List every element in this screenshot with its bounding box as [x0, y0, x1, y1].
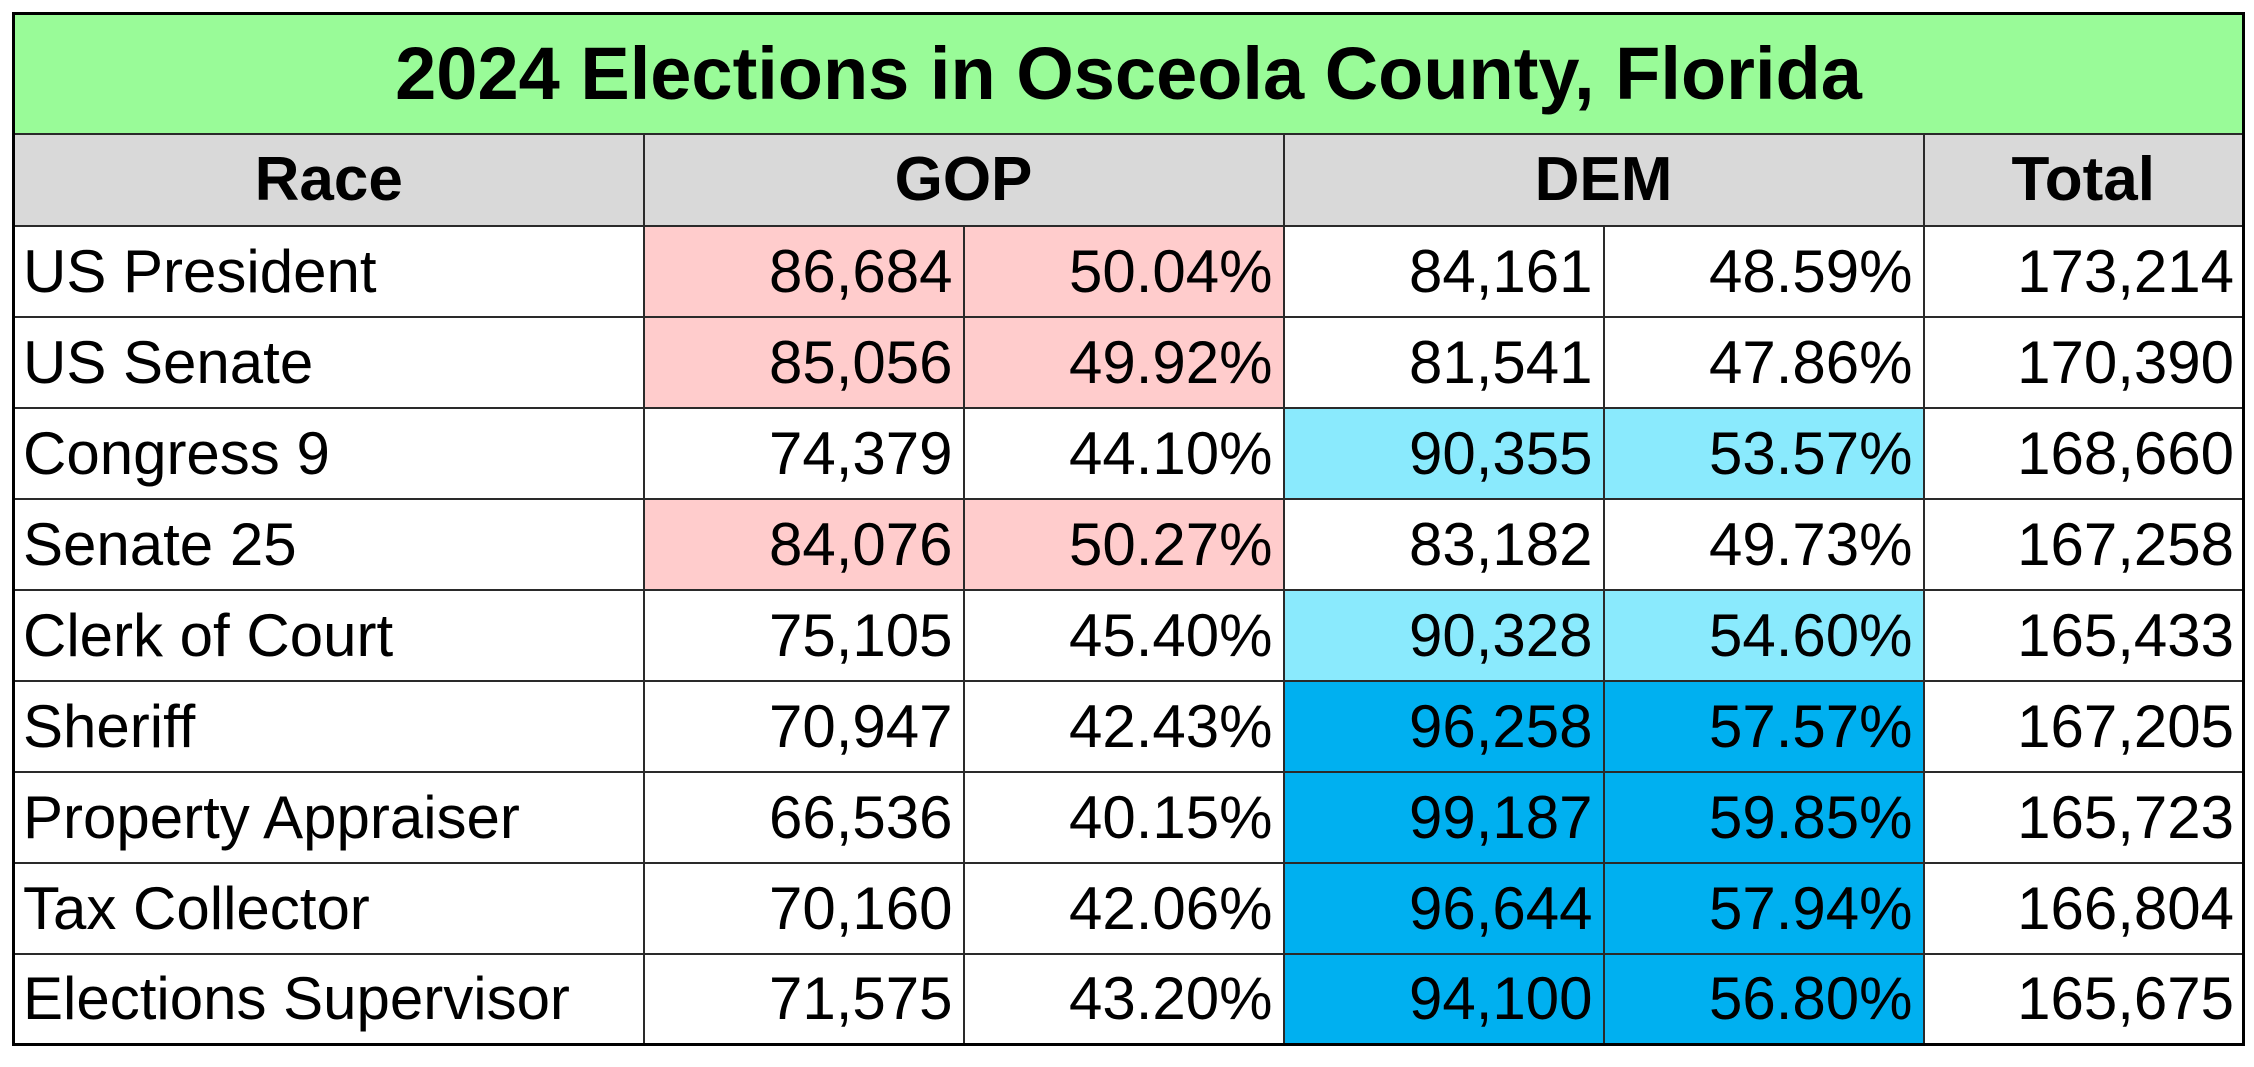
dem-votes-cell: 96,644: [1282, 861, 1605, 955]
table-row: US President 86,684 50.04% 84,161 48.59% 173,…: [12, 224, 2245, 318]
dem-pct-cell: 59.85%: [1602, 770, 1925, 864]
dem-pct-cell: 56.80%: [1602, 952, 1925, 1046]
race-cell: US Senate: [12, 315, 645, 409]
header-dem: DEM: [1282, 132, 1925, 227]
race-cell: Tax Collector: [12, 861, 645, 955]
race-cell: Congress 9: [12, 406, 645, 500]
table-row: Tax Collector 70,160 42.06% 96,644 57.94% 166…: [12, 861, 2245, 955]
gop-votes-cell: 85,056: [642, 315, 965, 409]
total-cell: 167,205: [1922, 679, 2245, 773]
dem-pct-cell: 49.73%: [1602, 497, 1925, 591]
table-row: Congress 9 74,379 44.10% 90,355 53.57% 168,66…: [12, 406, 2245, 500]
race-cell: Sheriff: [12, 679, 645, 773]
total-cell: 168,660: [1922, 406, 2245, 500]
dem-pct-cell: 47.86%: [1602, 315, 1925, 409]
dem-votes-cell: 83,182: [1282, 497, 1605, 591]
gop-votes-cell: 86,684: [642, 224, 965, 318]
gop-pct-cell: 42.43%: [962, 679, 1285, 773]
dem-pct-cell: 53.57%: [1602, 406, 1925, 500]
gop-votes-cell: 75,105: [642, 588, 965, 682]
gop-pct-cell: 50.04%: [962, 224, 1285, 318]
header-total: Total: [1922, 132, 2245, 227]
gop-pct-cell: 44.10%: [962, 406, 1285, 500]
table-row: Property Appraiser 66,536 40.15% 99,187 59.8…: [12, 770, 2245, 864]
gop-votes-cell: 66,536: [642, 770, 965, 864]
gop-pct-cell: 40.15%: [962, 770, 1285, 864]
gop-pct-cell: 43.20%: [962, 952, 1285, 1046]
gop-votes-cell: 70,947: [642, 679, 965, 773]
total-cell: 167,258: [1922, 497, 2245, 591]
total-cell: 165,433: [1922, 588, 2245, 682]
dem-votes-cell: 90,355: [1282, 406, 1605, 500]
header-gop: GOP: [642, 132, 1285, 227]
dem-pct-cell: 54.60%: [1602, 588, 1925, 682]
gop-votes-cell: 74,379: [642, 406, 965, 500]
gop-pct-cell: 50.27%: [962, 497, 1285, 591]
total-cell: 165,675: [1922, 952, 2245, 1046]
dem-votes-cell: 90,328: [1282, 588, 1605, 682]
dem-pct-cell: 48.59%: [1602, 224, 1925, 318]
race-cell: US President: [12, 224, 645, 318]
race-cell: Elections Supervisor: [12, 952, 645, 1046]
table-row: Senate 25 84,076 50.27% 83,182 49.73% 167,258: [12, 497, 2245, 591]
race-cell: Senate 25: [12, 497, 645, 591]
gop-pct-cell: 42.06%: [962, 861, 1285, 955]
gop-votes-cell: 71,575: [642, 952, 965, 1046]
header-row: Race GOP DEM Total: [12, 132, 2245, 227]
header-race: Race: [12, 132, 645, 227]
election-results-table: 2024 Elections in Osceola County, Florid…: [12, 12, 2246, 1046]
dem-votes-cell: 99,187: [1282, 770, 1605, 864]
total-cell: 170,390: [1922, 315, 2245, 409]
race-cell: Clerk of Court: [12, 588, 645, 682]
dem-votes-cell: 81,541: [1282, 315, 1605, 409]
table-title: 2024 Elections in Osceola County, Florid…: [12, 12, 2245, 135]
dem-votes-cell: 94,100: [1282, 952, 1605, 1046]
race-cell: Property Appraiser: [12, 770, 645, 864]
dem-pct-cell: 57.94%: [1602, 861, 1925, 955]
gop-votes-cell: 84,076: [642, 497, 965, 591]
table-row: Sheriff 70,947 42.43% 96,258 57.57% 167,205: [12, 679, 2245, 773]
dem-votes-cell: 96,258: [1282, 679, 1605, 773]
table-row: Clerk of Court 75,105 45.40% 90,328 54.60% 16…: [12, 588, 2245, 682]
table-row: US Senate 85,056 49.92% 81,541 47.86% 170,390: [12, 315, 2245, 409]
title-row: 2024 Elections in Osceola County, Florid…: [12, 12, 2245, 135]
total-cell: 166,804: [1922, 861, 2245, 955]
table-row: Elections Supervisor 71,575 43.20% 94,100 56…: [12, 952, 2245, 1046]
total-cell: 165,723: [1922, 770, 2245, 864]
dem-pct-cell: 57.57%: [1602, 679, 1925, 773]
gop-pct-cell: 49.92%: [962, 315, 1285, 409]
gop-pct-cell: 45.40%: [962, 588, 1285, 682]
total-cell: 173,214: [1922, 224, 2245, 318]
gop-votes-cell: 70,160: [642, 861, 965, 955]
dem-votes-cell: 84,161: [1282, 224, 1605, 318]
